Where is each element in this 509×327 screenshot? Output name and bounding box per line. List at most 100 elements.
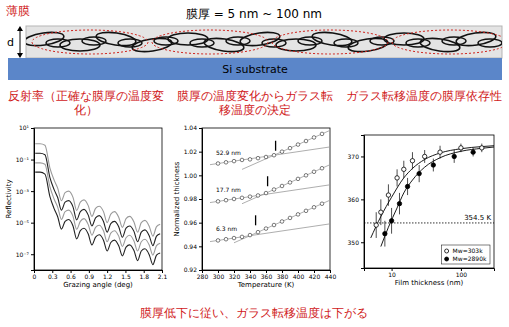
chain-outline	[32, 30, 148, 54]
legend-symbol	[445, 249, 449, 253]
tick-label: 10⁻⁵	[16, 219, 30, 226]
tick: 1.02	[184, 148, 202, 155]
data-point	[405, 184, 409, 188]
data-point	[459, 146, 463, 150]
data-point	[288, 216, 292, 220]
data-point	[240, 235, 244, 239]
series-label: 17.7 nm	[216, 186, 241, 193]
tick: 0.6	[66, 270, 76, 280]
data-point	[216, 239, 220, 243]
tick: 10⁻⁷	[16, 251, 34, 258]
tick-label: 1.04	[184, 124, 198, 131]
x-axis-title: Film thickness (nm)	[395, 279, 464, 287]
header-title: 膜厚 = 5 nm ~ 100 nm	[186, 7, 322, 21]
reflectivity-curve	[35, 172, 160, 264]
data-point	[240, 158, 244, 162]
data-point	[383, 231, 387, 235]
legend-entry: Mw=2890k	[445, 255, 487, 262]
data-point	[304, 174, 308, 178]
tick-label: 280	[197, 273, 209, 280]
data-point	[312, 205, 316, 209]
tick-mark	[31, 254, 34, 255]
tick-label: 10⁻³	[16, 188, 30, 195]
tick-label: 0.94	[184, 243, 198, 250]
tick-mark	[31, 191, 34, 192]
data-point	[280, 184, 284, 188]
tick: 100	[456, 268, 468, 278]
tick-label: 100	[456, 271, 468, 278]
data-point	[386, 193, 390, 197]
data-point	[471, 150, 475, 154]
tick-mark	[361, 242, 364, 243]
data-point	[417, 171, 421, 175]
series-label: 52.9 nm	[216, 149, 241, 156]
data-point	[438, 150, 442, 154]
tick: 10⁻⁵	[16, 219, 34, 226]
data-point	[224, 161, 228, 165]
arrow-head	[17, 53, 23, 58]
data-point	[272, 188, 276, 192]
data-point	[232, 197, 236, 201]
data-point	[402, 167, 406, 171]
legend: Mw=303kMw=2890k	[442, 245, 490, 264]
plot-marks	[35, 144, 160, 265]
y-axis: 0.920.940.960.981.001.021.04	[184, 124, 203, 273]
legend-box	[442, 245, 490, 264]
chart-title: 膜厚の温度変化からガラス転移温度の決定	[177, 89, 333, 117]
tick-label: 1.02	[184, 148, 198, 155]
tick: 0.98	[184, 195, 202, 202]
tick-label: 360	[261, 273, 273, 280]
tick: 440	[325, 270, 337, 280]
tick-label: 340	[245, 273, 257, 280]
data-point	[397, 201, 401, 205]
plot-frame	[34, 128, 162, 270]
data-point	[248, 195, 252, 199]
chain-outline	[392, 30, 502, 54]
data-point	[395, 176, 399, 180]
data-point	[216, 200, 220, 204]
y-axis: 10¹10⁻¹10⁻³10⁻⁵10⁻⁷	[16, 124, 35, 270]
tick: 360	[261, 270, 273, 280]
tick: 10⁻³	[16, 188, 34, 195]
data-point	[304, 209, 308, 213]
tick-label: 300	[213, 273, 225, 280]
tick: 300	[213, 270, 225, 280]
chain-loop	[478, 39, 502, 47]
fit-line	[210, 185, 330, 203]
tick: 1.04	[184, 124, 202, 131]
legend-symbol	[445, 257, 449, 261]
plot-marks	[210, 130, 330, 242]
data-point	[320, 202, 324, 206]
data-point	[320, 166, 324, 170]
tick: 0.96	[184, 219, 202, 226]
tick-label: 440	[325, 273, 337, 280]
axis-line	[365, 269, 495, 272]
arrow-head	[17, 26, 23, 31]
tick: 0.94	[184, 243, 202, 250]
data-point	[248, 158, 252, 162]
tick-mark	[361, 156, 364, 157]
tick-label: 0.9	[85, 273, 95, 280]
tick-mark	[361, 199, 364, 200]
tick: 380	[277, 270, 289, 280]
tick-mark	[199, 223, 202, 224]
tick-mark	[31, 128, 34, 129]
tick: 350	[348, 239, 364, 246]
data-point	[216, 162, 220, 166]
data-point	[296, 177, 300, 181]
tick-label: 10	[388, 271, 396, 278]
tick-mark	[199, 175, 202, 176]
data-point	[320, 132, 324, 136]
data-point	[379, 210, 383, 214]
tick-label: 370	[348, 153, 360, 160]
tick-label: 350	[348, 239, 360, 246]
data-point	[480, 146, 484, 150]
tick-label: 1.2	[103, 273, 113, 280]
series-label: 6.3 nm	[216, 225, 237, 232]
data-point	[288, 146, 292, 150]
reference-label: 354.5 K	[464, 214, 491, 222]
tick-label: 380	[277, 273, 289, 280]
data-point	[248, 233, 252, 237]
y-axis: 350360370	[348, 136, 365, 269]
chain-loop	[406, 39, 430, 47]
